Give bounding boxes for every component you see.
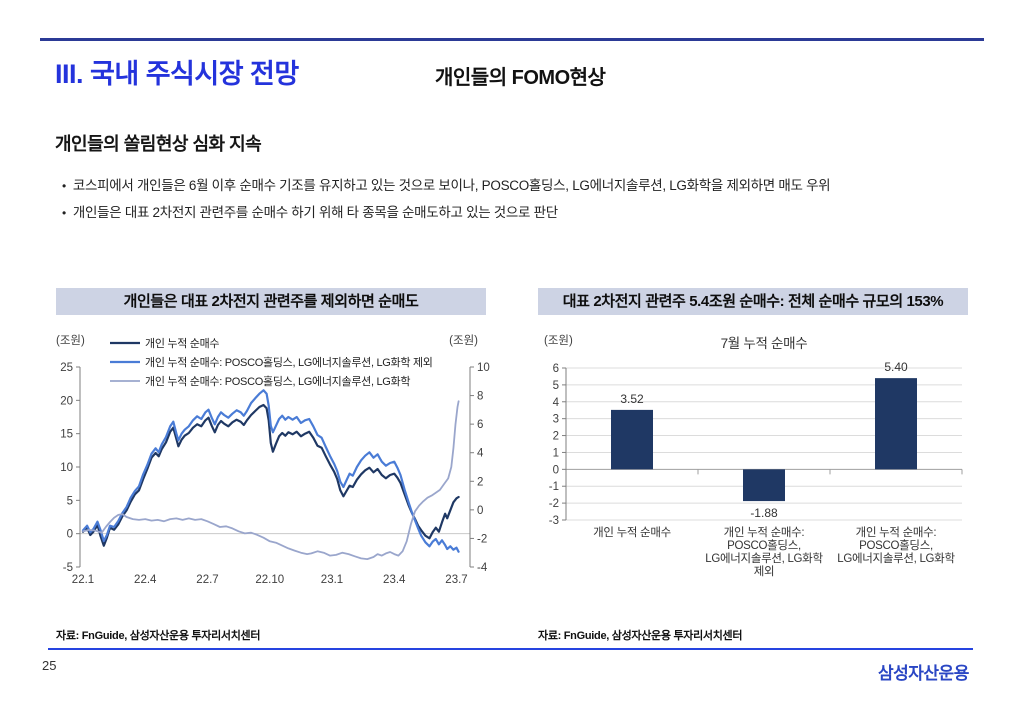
left-axis-tick-label: 5 (67, 495, 73, 507)
legend-label: 개인 누적 순매수: POSCO홀딩스, LG에너지솔루션, LG화학 제외 (145, 356, 433, 369)
bar-y-tick-label: 5 (553, 380, 559, 392)
bar-value-label: 3.52 (620, 392, 644, 406)
bar-chart-inner-title: 7월 누적 순매수 (721, 336, 808, 351)
bar-category-label: 제외 (754, 565, 775, 578)
bar-category-label: 개인 누적 순매수 (593, 526, 671, 539)
x-axis-tick-label: 23.7 (445, 574, 467, 586)
left-axis-tick-label: 25 (60, 362, 73, 374)
bar (875, 378, 917, 470)
left-axis-tick-label: 20 (60, 395, 73, 407)
bar-y-tick-label: 3 (553, 414, 559, 426)
left-chart-title: 개인들은 대표 2차전지 관련주를 제외하면 순매도 (56, 288, 486, 315)
line-series (82, 400, 460, 561)
bar-y-tick-label: 1 (553, 447, 559, 459)
left-axis-tick-label: 10 (60, 462, 73, 474)
right-axis-tick-label: 6 (477, 419, 483, 431)
right-axis-tick-label: -4 (477, 562, 488, 574)
bar-y-tick-label: 4 (553, 397, 560, 409)
left-chart-source: 자료: FnGuide, 삼성자산운용 투자리서치센터 (56, 630, 261, 642)
bar-y-tick-label: 0 (553, 464, 559, 476)
right-axis-tick-label: -2 (477, 533, 487, 545)
right-chart-source: 자료: FnGuide, 삼성자산운용 투자리서치센터 (538, 630, 743, 642)
bar-category-label: LG에너지솔루션, LG화학 (705, 552, 823, 565)
bar-chart: (조원) 7월 누적 순매수 6 5 4 3 2 1 0 -1 -2 -3 3.52 개인 누적 순매수 -… (544, 333, 963, 578)
right-axis-unit-label: (조원) (449, 333, 478, 347)
bar (611, 409, 653, 470)
x-axis-tick-label: 23.4 (383, 574, 406, 586)
bar-category-label: POSCO홀딩스, (859, 539, 933, 552)
x-axis-tick-label: 22.4 (134, 574, 157, 586)
right-axis-tick-label: 2 (477, 476, 483, 488)
bar-value-label: -1.88 (750, 506, 778, 520)
right-axis-tick-label: 10 (477, 362, 490, 374)
bar-category-label: 개인 누적 순매수: (856, 526, 937, 539)
x-axis-tick-label: 22.7 (196, 574, 218, 586)
line-series (81, 389, 460, 553)
x-axis-tick-label: 23.1 (321, 574, 343, 586)
bar-y-tick-label: -1 (549, 481, 559, 493)
right-axis-tick-label: 8 (477, 391, 483, 403)
bar-category-label: 개인 누적 순매수: (724, 526, 805, 539)
right-chart-title: 대표 2차전지 관련주 5.4조원 순매수: 전체 순매수 규모의 153% (538, 288, 968, 315)
bar-category-label: LG에너지솔루션, LG화학 (837, 552, 955, 565)
bar-axis-unit-label: (조원) (544, 333, 573, 347)
bar-y-tick-label: -3 (549, 515, 559, 527)
right-axis-tick-label: 0 (477, 505, 483, 517)
right-axis-tick-label: 4 (477, 448, 484, 460)
line-series (81, 403, 460, 547)
left-axis-unit-label: (조원) (56, 333, 85, 347)
section-heading: 개인들의 쏠림현상 심화 지속 (55, 134, 262, 154)
left-axis-tick-label: 0 (67, 529, 73, 541)
bottom-divider-rule (48, 648, 973, 650)
bullet-item: 개인들은 대표 2차전지 관련주를 순매수 하기 위해 타 종목을 순매도하고 … (62, 203, 972, 223)
top-divider-rule (40, 38, 984, 41)
bar (743, 469, 785, 502)
legend-label: 개인 누적 순매수: POSCO홀딩스, LG에너지솔루션, LG화학 (145, 375, 410, 388)
bullet-list: 코스피에서 개인들은 6월 이후 순매수 기조를 유지하고 있는 것으로 보이나… (62, 176, 972, 230)
page-title: III. 국내 주식시장 전망 (55, 59, 299, 89)
left-axis-tick-label: 15 (60, 429, 73, 441)
page-number: 25 (42, 658, 57, 673)
left-axis-tick-label: -5 (63, 562, 73, 574)
x-axis-tick-label: 22.1 (72, 574, 94, 586)
bar-category-label: POSCO홀딩스, (727, 539, 801, 552)
bar-y-tick-label: 2 (553, 431, 559, 443)
x-axis-tick-label: 22.10 (255, 574, 284, 586)
bar-y-tick-label: 6 (553, 363, 559, 375)
legend-label: 개인 누적 순매수 (145, 337, 219, 350)
bullet-item: 코스피에서 개인들은 6월 이후 순매수 기조를 유지하고 있는 것으로 보이나… (62, 176, 972, 196)
bar-y-tick-label: -2 (549, 498, 559, 510)
bar-value-label: 5.40 (884, 360, 908, 374)
company-logo: 삼성자산운용 (878, 664, 969, 683)
page-subtitle: 개인들의 FOMO현상 (435, 67, 606, 89)
